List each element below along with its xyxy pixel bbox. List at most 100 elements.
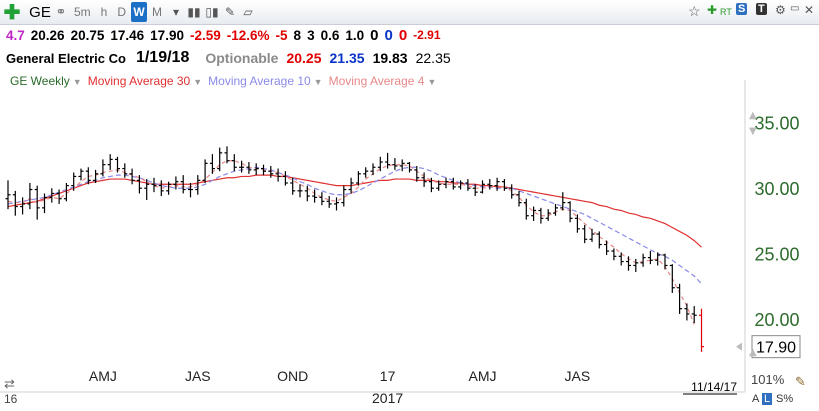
ohlc-bar — [582, 224, 588, 244]
date-label: 1/19/18 — [135, 49, 190, 66]
period-day[interactable]: D — [117, 5, 127, 19]
alert-icon[interactable]: ✚ — [707, 3, 718, 17]
zoom-label[interactable]: 101% — [751, 372, 785, 387]
close-icon[interactable]: ✕ — [804, 3, 815, 17]
star-icon[interactable]: ☆ — [688, 3, 701, 19]
legend-ma10[interactable]: Moving Average 10 ▼ — [208, 74, 323, 88]
s-button[interactable]: S — [736, 3, 748, 15]
left-edge-label: 16 — [4, 392, 18, 406]
ohlc-bar — [567, 201, 573, 223]
bottom-toggle-s[interactable]: S% — [776, 393, 794, 405]
rt-label: RT — [720, 7, 732, 17]
ohlc-bar — [355, 171, 361, 186]
quote-value: -5 — [275, 27, 288, 43]
add-symbol-icon[interactable]: ✚ — [3, 1, 21, 24]
x-tick-label: AMJ — [469, 368, 497, 384]
ohlc-bar — [312, 189, 318, 203]
ohlc-bar — [523, 198, 529, 220]
ohlc-bar — [42, 193, 47, 214]
period-month[interactable]: M — [152, 5, 163, 19]
scale-down-icon[interactable]: ▼ — [749, 126, 757, 137]
ohlc-bar — [5, 180, 11, 210]
chevron-down-icon[interactable]: ▾ — [173, 5, 180, 19]
ohlc-bar — [348, 177, 354, 194]
ohlc-bar — [370, 163, 376, 176]
ohlc-bar — [407, 162, 412, 173]
symbol-label[interactable]: GE — [29, 3, 51, 21]
ohlc-bar — [669, 264, 675, 293]
ohlc-bar — [158, 180, 164, 197]
toolbar: ✚ GE ⚭ 5m h D W M ▾ ▮▮ ▯▮ ✎ ▱ ☆ ✚ RT S T… — [0, 0, 819, 25]
ohlc-bar — [122, 163, 128, 178]
ohlc-bar — [458, 180, 464, 190]
date-label: 11/14/17 — [691, 380, 737, 394]
period-week[interactable]: W — [131, 2, 148, 22]
period-5m[interactable]: 5m — [74, 5, 91, 19]
ohlc-bar — [217, 147, 223, 172]
ohlc-bar — [166, 181, 172, 195]
ohlc-bar — [421, 172, 427, 187]
y-tick-label: 25.00 — [754, 245, 799, 265]
ohlc-bar — [538, 207, 544, 224]
legend-ma30[interactable]: Moving Average 30 ▼ — [87, 74, 203, 88]
period-hour[interactable]: h — [100, 5, 108, 19]
notes-icon[interactable]: ▱ — [243, 5, 253, 19]
x-tick-label: JAS — [565, 368, 591, 384]
minimize-icon[interactable]: ▭ — [790, 3, 800, 14]
ohlc-bar — [93, 169, 99, 183]
ohlc-bar — [472, 184, 478, 197]
y-tick-label: 30.00 — [754, 179, 799, 199]
ohlc-bar — [392, 158, 398, 170]
scroll-up-icon[interactable]: ▲ — [749, 347, 757, 358]
bottom-toggle-a[interactable]: A — [752, 393, 760, 405]
ohlc-bar — [443, 177, 449, 189]
info-line: General Electric Co 1/19/18 Optionable 2… — [0, 47, 819, 69]
bar-chart-icon[interactable]: ▯▮ — [205, 5, 219, 19]
ohlc-bar — [209, 154, 215, 174]
ohlc-bar — [144, 179, 150, 200]
ohlc-bar — [78, 168, 84, 181]
ohlc-bar — [180, 175, 186, 194]
t-button[interactable]: T — [756, 3, 767, 15]
ohlc-bar — [151, 177, 157, 193]
ohlc-bar — [531, 206, 537, 221]
price-pointer-icon — [736, 342, 742, 351]
drawing-icon[interactable]: ✎ — [225, 5, 236, 19]
ohlc-bar — [399, 159, 405, 172]
ohlc-bar — [297, 184, 303, 198]
ohlc-bar — [414, 165, 420, 182]
ohlc-bar — [363, 167, 369, 178]
ma10-line — [7, 166, 702, 285]
ohlc-bar — [100, 159, 106, 177]
link-icon[interactable]: ⚭ — [55, 4, 67, 19]
ohlc-bar — [480, 180, 485, 194]
sync-icon[interactable]: ⇄ — [4, 376, 15, 391]
optionable-label: Optionable — [205, 50, 279, 66]
ohlc-bar — [377, 156, 383, 172]
settings-icon[interactable]: ⚙ — [775, 3, 786, 17]
ohlc-bar — [385, 152, 391, 169]
ohlc-bar — [34, 185, 40, 220]
x-tick-label: OND — [277, 368, 308, 384]
quote-value: 4.7 — [6, 27, 25, 43]
edit-icon[interactable]: ✎ — [795, 375, 806, 390]
legend-ge-weekly[interactable]: GE Weekly ▼ — [10, 74, 82, 88]
ohlc-bar — [691, 306, 697, 324]
ohlc-bar — [640, 253, 646, 267]
legend-ma4[interactable]: Moving Average 4 ▼ — [328, 74, 437, 88]
ohlc-bar — [611, 248, 617, 261]
bottom-toggle-l[interactable]: L — [762, 393, 773, 405]
scale-up-icon[interactable]: ▲ — [749, 110, 757, 121]
ohlc-bar — [129, 168, 135, 185]
y-tick-label: 20.00 — [754, 310, 799, 330]
ohlc-bar — [604, 240, 610, 255]
quote-value: 17.46 — [110, 27, 145, 43]
quote-value: 0.6 — [320, 27, 340, 43]
quote-value: 20.26 — [30, 27, 65, 43]
ohlc-bar — [188, 182, 193, 198]
quote-value: 0 — [398, 26, 408, 44]
bar-style-icon[interactable]: ▮▮ — [187, 5, 201, 19]
ohlc-bar — [275, 168, 281, 182]
ohlc-bar — [574, 214, 580, 233]
